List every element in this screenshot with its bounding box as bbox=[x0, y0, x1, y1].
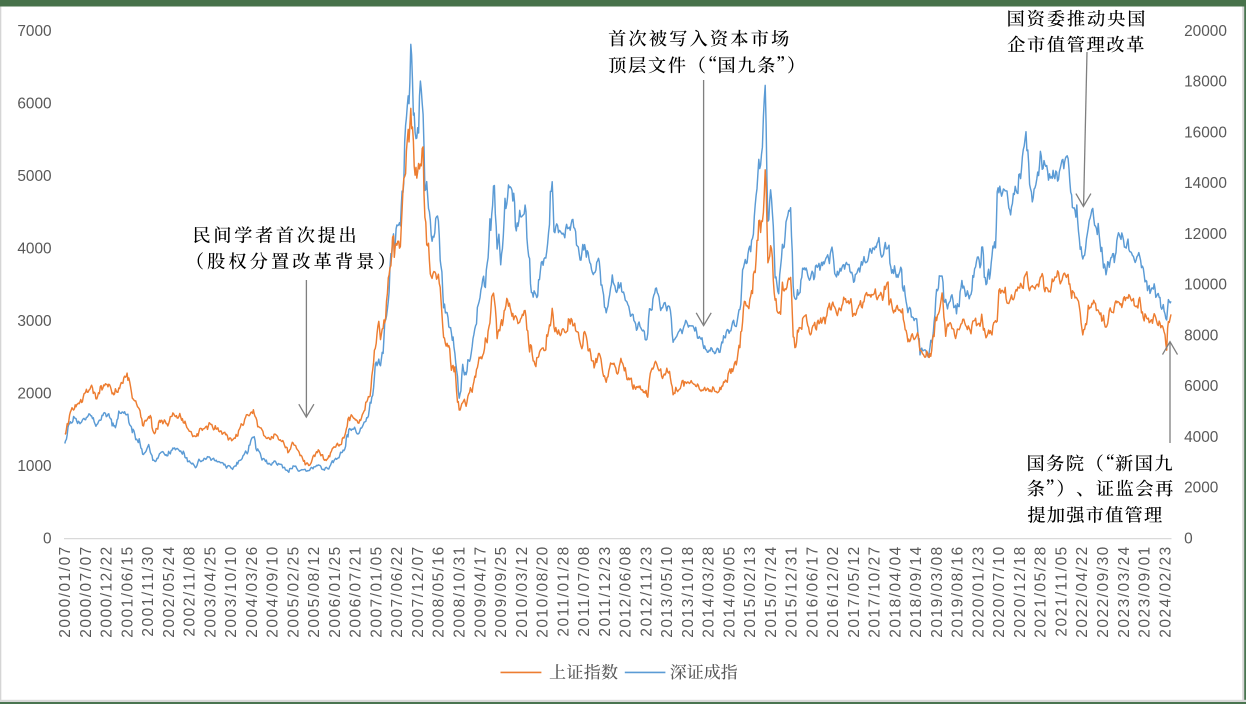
svg-text:2020/01/23: 2020/01/23 bbox=[971, 545, 988, 638]
svg-text:2005/02/25: 2005/02/25 bbox=[285, 545, 302, 638]
svg-text:2023/03/24: 2023/03/24 bbox=[1116, 545, 1133, 638]
svg-text:10000: 10000 bbox=[1184, 277, 1227, 294]
svg-text:2007/12/07: 2007/12/07 bbox=[410, 545, 427, 638]
svg-text:2021/11/05: 2021/11/05 bbox=[1054, 545, 1071, 636]
svg-text:2017/10/27: 2017/10/27 bbox=[867, 545, 884, 638]
svg-text:6000: 6000 bbox=[17, 95, 51, 112]
svg-text:2004/09/10: 2004/09/10 bbox=[265, 545, 282, 638]
svg-text:2021/05/28: 2021/05/28 bbox=[1033, 545, 1050, 638]
svg-text:2008/10/31: 2008/10/31 bbox=[452, 545, 469, 638]
svg-text:2000: 2000 bbox=[1184, 480, 1218, 497]
svg-text:6000: 6000 bbox=[1184, 378, 1218, 395]
svg-text:2020/07/10: 2020/07/10 bbox=[991, 545, 1008, 638]
svg-text:2000: 2000 bbox=[17, 385, 51, 402]
svg-text:2019/08/16: 2019/08/16 bbox=[950, 545, 967, 638]
svg-text:2001/11/30: 2001/11/30 bbox=[140, 545, 157, 636]
svg-text:2020/12/18: 2020/12/18 bbox=[1012, 545, 1029, 638]
svg-text:2016/06/17: 2016/06/17 bbox=[804, 545, 821, 638]
svg-text:2014/09/05: 2014/09/05 bbox=[721, 545, 738, 638]
svg-text:2003/10/10: 2003/10/10 bbox=[223, 545, 240, 638]
svg-text:2002/05/24: 2002/05/24 bbox=[161, 545, 178, 638]
svg-text:2007/06/22: 2007/06/22 bbox=[389, 545, 406, 638]
svg-text:4000: 4000 bbox=[1184, 429, 1218, 446]
svg-text:2012/06/08: 2012/06/08 bbox=[618, 545, 635, 638]
svg-text:2010/08/20: 2010/08/20 bbox=[535, 545, 552, 638]
svg-text:2000/07/07: 2000/07/07 bbox=[78, 545, 95, 638]
svg-text:2011/07/08: 2011/07/08 bbox=[576, 545, 593, 636]
svg-text:2018/09/14: 2018/09/14 bbox=[908, 545, 925, 638]
svg-text:1000: 1000 bbox=[17, 458, 51, 475]
svg-text:2024/02/23: 2024/02/23 bbox=[1157, 545, 1174, 638]
svg-text:12000: 12000 bbox=[1184, 226, 1227, 243]
svg-text:7000: 7000 bbox=[17, 23, 51, 40]
svg-text:2002/11/08: 2002/11/08 bbox=[182, 545, 199, 636]
svg-text:2005/08/12: 2005/08/12 bbox=[306, 545, 323, 638]
svg-text:2017/05/12: 2017/05/12 bbox=[846, 545, 863, 638]
svg-text:2011/01/28: 2011/01/28 bbox=[555, 545, 572, 636]
svg-text:2001/06/15: 2001/06/15 bbox=[119, 545, 136, 638]
svg-text:2006/01/25: 2006/01/25 bbox=[327, 545, 344, 638]
svg-text:2016/12/02: 2016/12/02 bbox=[825, 545, 842, 638]
svg-text:2009/09/25: 2009/09/25 bbox=[493, 545, 510, 638]
svg-text:0: 0 bbox=[1184, 530, 1193, 547]
svg-text:18000: 18000 bbox=[1184, 74, 1227, 91]
svg-text:2013/10/18: 2013/10/18 bbox=[680, 545, 697, 638]
svg-text:20000: 20000 bbox=[1184, 23, 1227, 40]
svg-text:2013/05/10: 2013/05/10 bbox=[659, 545, 676, 638]
svg-text:2015/07/24: 2015/07/24 bbox=[763, 545, 780, 638]
svg-text:2022/09/30: 2022/09/30 bbox=[1095, 545, 1112, 638]
svg-text:2012/11/23: 2012/11/23 bbox=[638, 545, 655, 636]
svg-text:4000: 4000 bbox=[17, 240, 51, 257]
svg-text:2006/07/21: 2006/07/21 bbox=[348, 545, 365, 638]
svg-text:2014/03/28: 2014/03/28 bbox=[701, 545, 718, 638]
svg-text:2015/02/13: 2015/02/13 bbox=[742, 545, 759, 638]
svg-text:2019/03/08: 2019/03/08 bbox=[929, 545, 946, 638]
svg-text:2010/03/12: 2010/03/12 bbox=[514, 545, 531, 638]
svg-text:2000/01/07: 2000/01/07 bbox=[57, 545, 74, 638]
svg-text:2007/01/05: 2007/01/05 bbox=[369, 545, 386, 638]
svg-text:0: 0 bbox=[43, 530, 52, 547]
svg-text:2023/09/01: 2023/09/01 bbox=[1137, 545, 1154, 638]
svg-text:14000: 14000 bbox=[1184, 175, 1227, 192]
svg-text:2018/04/04: 2018/04/04 bbox=[887, 545, 904, 638]
svg-text:16000: 16000 bbox=[1184, 124, 1227, 141]
svg-text:3000: 3000 bbox=[17, 313, 51, 330]
svg-text:2011/12/23: 2011/12/23 bbox=[597, 545, 614, 636]
svg-text:2003/04/25: 2003/04/25 bbox=[202, 545, 219, 638]
svg-text:2015/12/31: 2015/12/31 bbox=[784, 545, 801, 638]
svg-text:2009/04/17: 2009/04/17 bbox=[472, 545, 489, 638]
svg-text:8000: 8000 bbox=[1184, 327, 1218, 344]
svg-text:5000: 5000 bbox=[17, 168, 51, 185]
svg-text:2000/12/22: 2000/12/22 bbox=[99, 545, 116, 638]
svg-text:2004/03/26: 2004/03/26 bbox=[244, 545, 261, 638]
svg-text:2022/04/22: 2022/04/22 bbox=[1074, 545, 1091, 638]
svg-text:2008/05/16: 2008/05/16 bbox=[431, 545, 448, 638]
